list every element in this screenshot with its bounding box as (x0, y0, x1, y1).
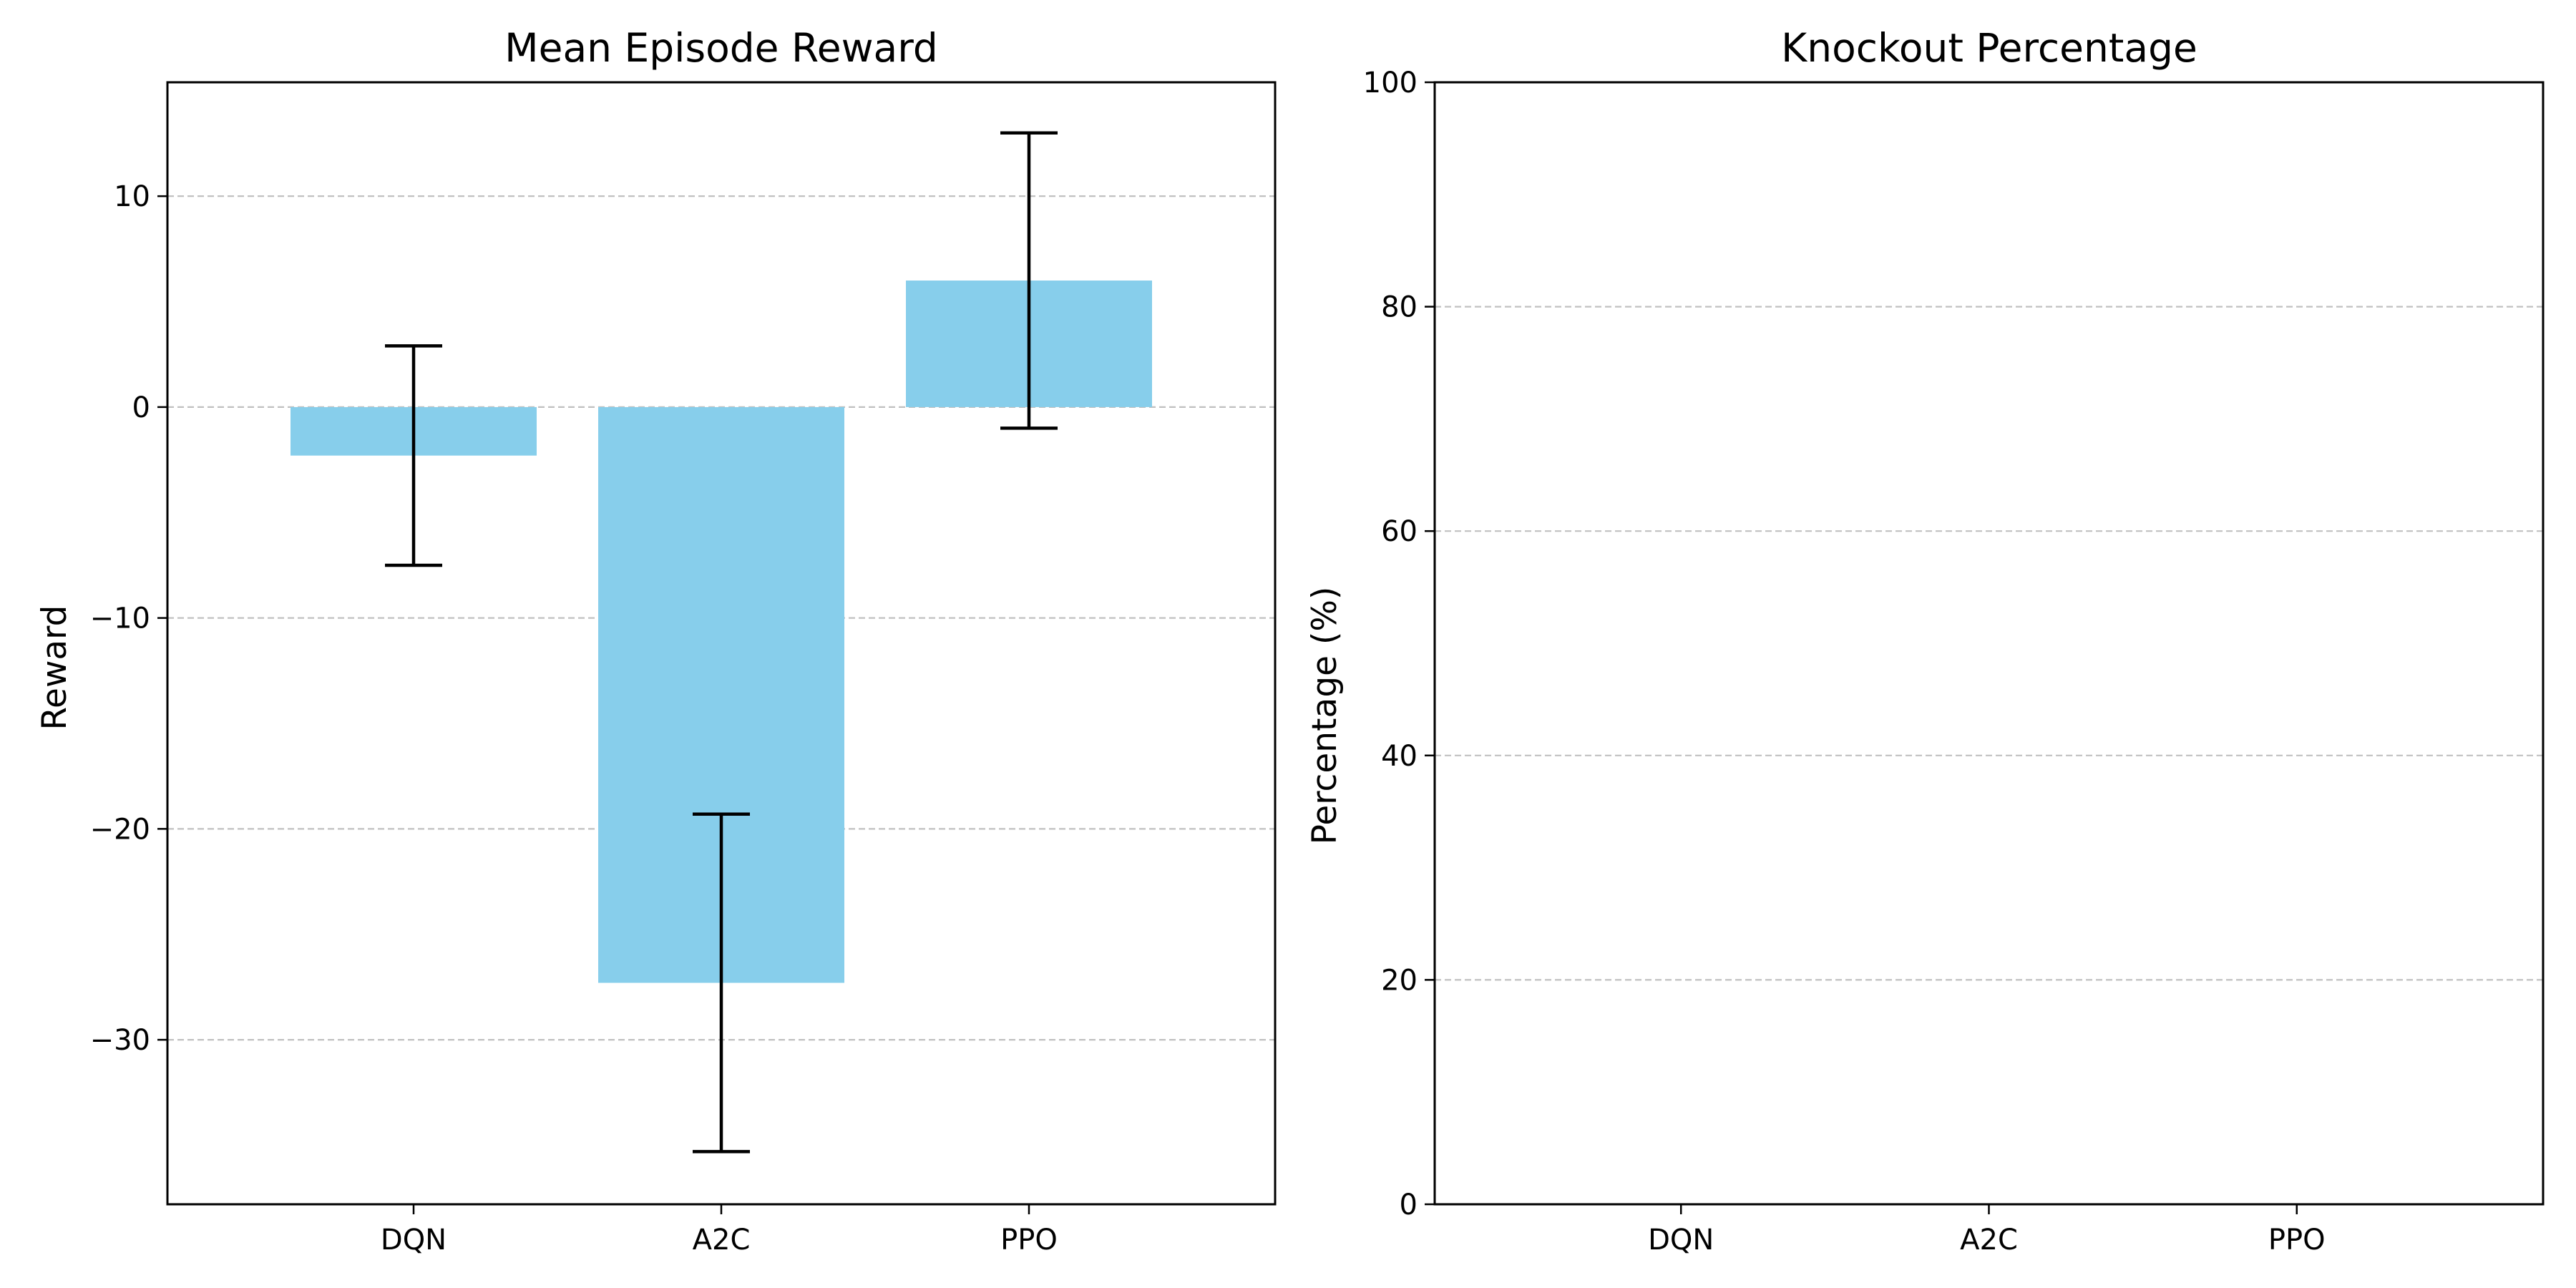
reward-chart-y-ticks: −30 −20 −10 0 10 (90, 180, 167, 1057)
reward-chart-y-tick-label: −10 (90, 602, 150, 635)
reward-chart-x-ticks: DQN A2C PPO (381, 1204, 1058, 1257)
reward-chart-x-tick-label-dqn: DQN (381, 1224, 447, 1257)
knockout-chart-title: Knockout Percentage (1781, 25, 2197, 71)
reward-chart-y-tick-label: −20 (90, 813, 150, 846)
reward-chart-panel: Mean Episode Reward Reward −30−20−10010 … (35, 25, 1277, 1257)
knockout-chart-y-tick-label: 40 (1381, 740, 1418, 773)
knockout-chart-y-tick-label: 0 (1400, 1189, 1418, 1221)
knockout-chart-y-tick-label: 60 (1381, 515, 1418, 548)
reward-chart-title: Mean Episode Reward (504, 25, 938, 71)
reward-chart-y-tick-label: 0 (132, 391, 150, 424)
knockout-chart-x-tick-label-dqn: DQN (1648, 1224, 1714, 1257)
reward-chart-error-bars (385, 131, 1058, 1153)
reward-chart-ylabel: Reward (35, 605, 74, 730)
knockout-chart-x-tick-label-ppo: PPO (2268, 1224, 2326, 1257)
knockout-chart-y-ticks: 0 20 40 60 80 100 (1363, 67, 1435, 1221)
knockout-chart-y-tick-label: 80 (1381, 291, 1418, 324)
knockout-chart-x-ticks: DQN A2C PPO (1648, 1204, 2326, 1257)
reward-chart-y-tick-label: 10 (114, 180, 150, 213)
reward-chart-x-tick-label-a2c: A2C (693, 1224, 751, 1257)
knockout-chart-x-tick-label-a2c: A2C (1960, 1224, 2018, 1257)
reward-chart-y-tick-label: −30 (90, 1024, 150, 1057)
knockout-chart-ylabel: Percentage (%) (1305, 587, 1345, 845)
knockout-chart-panel: Knockout Percentage Percentage (%) 0 20 40… (1305, 25, 2545, 1257)
knockout-chart-y-tick-label: 20 (1381, 964, 1418, 997)
knockout-chart-y-tick-label: 100 (1363, 67, 1418, 99)
reward-chart-x-tick-label-ppo: PPO (1000, 1224, 1058, 1257)
